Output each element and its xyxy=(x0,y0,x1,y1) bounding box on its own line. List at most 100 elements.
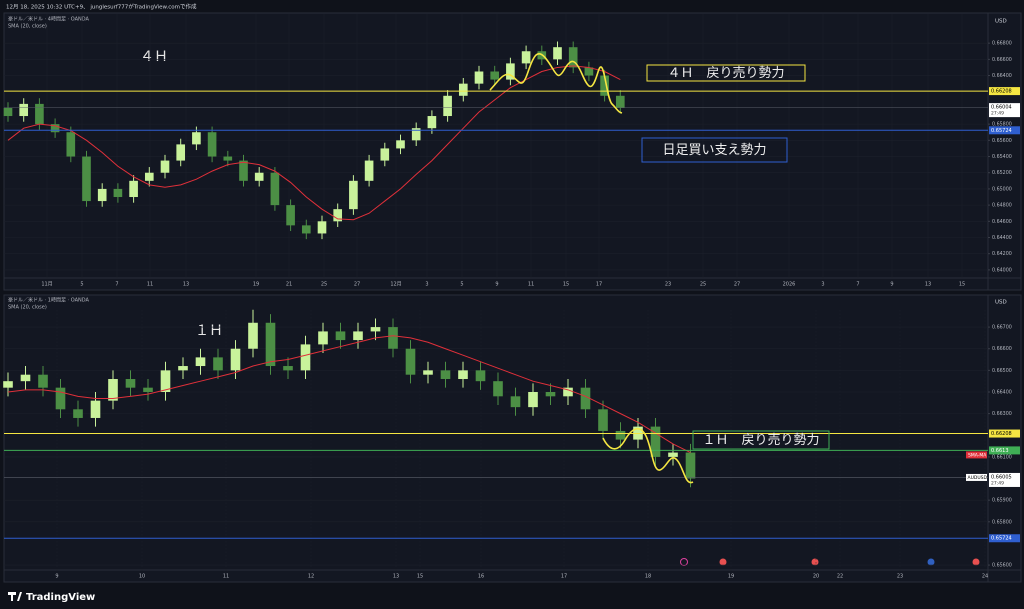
last-price-tag xyxy=(989,472,1020,487)
annotation-text: ４Ｈ 戻り売り勢力 xyxy=(667,65,784,81)
logo-mark xyxy=(8,592,22,601)
last-price-tag xyxy=(989,103,1020,118)
candle-body xyxy=(545,391,556,397)
candle-body xyxy=(506,63,515,80)
x-tick-label: 3 xyxy=(425,282,428,288)
x-tick-label: 11 xyxy=(147,282,153,288)
candle-body xyxy=(248,322,258,349)
y-tick-label: 0.66700 xyxy=(992,325,1012,331)
candle-body xyxy=(239,160,248,181)
sma-line xyxy=(7,335,691,454)
y-tick-label: 0.65600 xyxy=(992,138,1012,144)
candle-body xyxy=(353,331,363,341)
annotation-text: １Ｈ 戻り売り勢力 xyxy=(702,432,819,448)
y-tick-label: 0.65400 xyxy=(992,154,1012,160)
candle-body xyxy=(474,71,484,84)
indicator-tag-label: SMA-MA xyxy=(968,452,987,458)
candle-body xyxy=(370,327,381,332)
x-tick-label: 23 xyxy=(665,282,671,288)
candle-body xyxy=(490,71,500,80)
candle-body xyxy=(510,396,521,408)
candle-body xyxy=(335,331,346,341)
candle-body xyxy=(685,452,696,479)
candle-body xyxy=(129,180,138,198)
x-tick-label: 13 xyxy=(183,282,189,288)
last-price-label: 0.66004 xyxy=(991,105,1012,111)
footer-brand: TradingView xyxy=(26,592,95,603)
chart-subtitle: SMA (20, close) xyxy=(8,305,47,311)
x-tick-label: 11 xyxy=(223,574,229,580)
candle-body xyxy=(563,387,573,397)
event-icons xyxy=(680,558,980,566)
candle-body xyxy=(475,370,486,382)
y-tick-label: 0.64400 xyxy=(992,235,1012,241)
currency: USD xyxy=(995,19,1007,25)
candle-body xyxy=(598,409,608,431)
symbol-label: AUDUSD xyxy=(968,475,988,481)
x-tick-label: 7 xyxy=(856,282,859,288)
y-tick-label: 0.66600 xyxy=(992,57,1012,63)
x-tick-label: 25 xyxy=(321,282,327,288)
logo xyxy=(8,592,22,601)
candle-body xyxy=(55,387,66,410)
price-level-tag xyxy=(989,429,1020,438)
candle-body xyxy=(97,188,107,202)
indicator-tag xyxy=(966,451,987,459)
x-tick-label: 9 xyxy=(495,282,498,288)
y-tick-label: 0.64800 xyxy=(992,203,1012,209)
drawn-curve xyxy=(489,52,623,114)
y-tick-label: 0.66100 xyxy=(992,454,1012,460)
x-tick-label: 5 xyxy=(460,282,463,288)
price-level-tag xyxy=(989,126,1020,135)
candle-body xyxy=(411,128,421,141)
candle-body xyxy=(90,400,101,418)
y-tick-label: 0.64000 xyxy=(992,267,1012,273)
candle-body xyxy=(143,387,153,392)
x-tick-label: 27 xyxy=(734,282,740,288)
x-tick-label: 2026 xyxy=(783,282,796,288)
annotation-box xyxy=(641,137,788,163)
candle-body xyxy=(73,409,83,418)
x-tick-label: 12 xyxy=(308,574,314,580)
candle-body xyxy=(318,331,328,345)
x-tick-label: 13 xyxy=(925,282,931,288)
candle-body xyxy=(192,132,201,145)
candle-body xyxy=(364,160,374,181)
candle-body xyxy=(615,95,625,108)
candle-body xyxy=(615,430,626,440)
candle-body xyxy=(458,370,468,380)
y-tick-label: 0.66800 xyxy=(992,41,1012,47)
candle-body xyxy=(178,366,188,371)
x-tick-label: 17 xyxy=(596,282,602,288)
x-tick-label: 9 xyxy=(55,574,58,580)
countdown: 27:49 xyxy=(991,111,1004,117)
countdown: 27:49 xyxy=(991,480,1004,486)
candle-body xyxy=(38,374,48,388)
candle-body xyxy=(317,221,327,234)
candle-body xyxy=(213,357,223,371)
price-level-label: 0.65724 xyxy=(991,536,1012,542)
y-tick-label: 0.65800 xyxy=(992,519,1012,525)
candle-body xyxy=(427,116,437,129)
x-tick-label: 27 xyxy=(354,282,360,288)
y-tick-label: 0.65200 xyxy=(992,170,1012,176)
candle-body xyxy=(521,51,531,64)
candle-body xyxy=(405,348,416,375)
candle-body xyxy=(301,225,311,234)
candle-body xyxy=(568,47,578,68)
annotation-box xyxy=(646,64,806,82)
chart-subtitle: SMA (20, close) xyxy=(8,24,47,30)
candle-body xyxy=(160,370,171,392)
y-tick-label: 0.66500 xyxy=(992,368,1012,374)
x-tick-label: 11 xyxy=(528,282,534,288)
candle-body xyxy=(35,103,44,125)
x-tick-label: 15 xyxy=(417,574,423,580)
price-level-tag xyxy=(989,87,1020,96)
candle-body xyxy=(349,180,358,210)
candle-body xyxy=(440,370,451,380)
x-tick-label: 15 xyxy=(563,282,569,288)
candle-body xyxy=(125,379,136,388)
y-tick-label: 0.65900 xyxy=(992,498,1012,504)
y-tick-label: 0.65800 xyxy=(992,122,1012,128)
